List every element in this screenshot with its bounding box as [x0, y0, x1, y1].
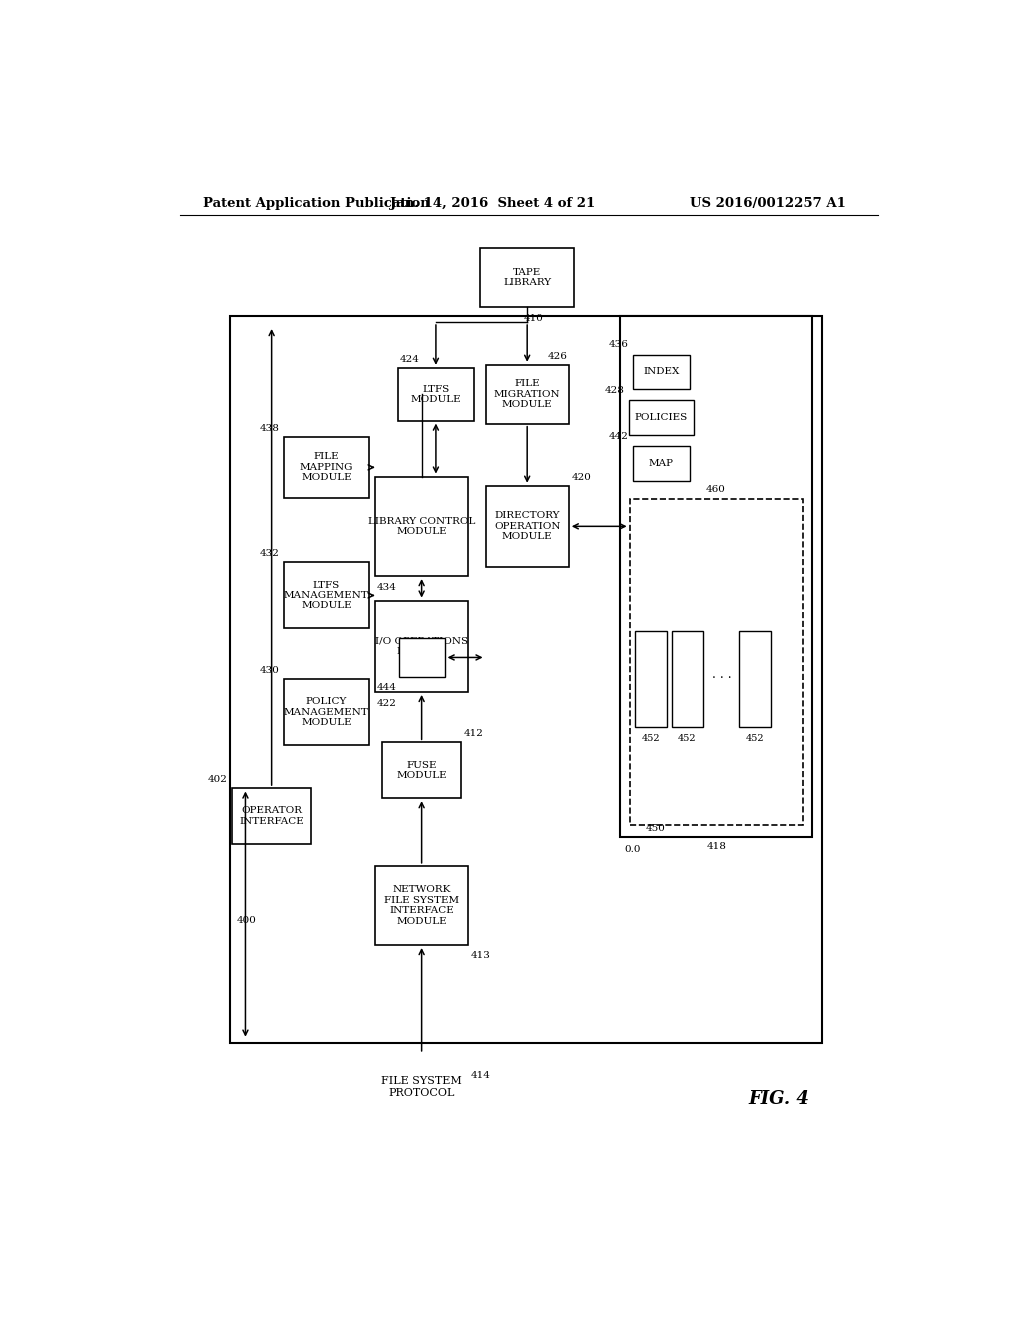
Text: 428: 428: [605, 387, 625, 395]
Text: 0.0: 0.0: [624, 846, 640, 854]
Text: 413: 413: [471, 952, 490, 960]
Text: 460: 460: [707, 484, 726, 494]
Bar: [398, 368, 474, 421]
Text: 426: 426: [548, 351, 567, 360]
Bar: [284, 680, 370, 746]
Bar: [232, 788, 311, 843]
Text: 400: 400: [237, 916, 257, 925]
Text: FILE
MIGRATION
MODULE: FILE MIGRATION MODULE: [494, 379, 560, 409]
Text: 452: 452: [678, 734, 696, 743]
Text: POLICIES: POLICIES: [635, 413, 688, 422]
Text: DIRECTORY
OPERATION
MODULE: DIRECTORY OPERATION MODULE: [494, 511, 560, 541]
Text: 412: 412: [464, 729, 483, 738]
Text: 410: 410: [523, 314, 543, 323]
Bar: [375, 601, 468, 692]
Bar: [630, 499, 803, 825]
Text: FUSE
MODULE: FUSE MODULE: [396, 760, 446, 780]
Text: US 2016/0012257 A1: US 2016/0012257 A1: [690, 197, 846, 210]
Text: 444: 444: [377, 682, 396, 692]
Bar: [375, 866, 468, 945]
Text: 452: 452: [642, 734, 660, 743]
Bar: [633, 355, 690, 389]
Text: 438: 438: [260, 424, 280, 433]
Bar: [620, 315, 812, 837]
Bar: [284, 437, 370, 498]
Text: 452: 452: [745, 734, 764, 743]
Text: 422: 422: [377, 700, 396, 708]
Text: LTFS
MODULE: LTFS MODULE: [411, 384, 461, 404]
Text: OPERATOR
INTERFACE: OPERATOR INTERFACE: [240, 807, 304, 826]
Text: 436: 436: [609, 341, 629, 350]
Text: 420: 420: [571, 473, 591, 482]
Text: FIG. 4: FIG. 4: [749, 1089, 809, 1107]
Text: 418: 418: [707, 842, 727, 851]
Text: Patent Application Publication: Patent Application Publication: [204, 197, 430, 210]
Text: FILE
MAPPING
MODULE: FILE MAPPING MODULE: [300, 453, 353, 482]
Text: TAPE
LIBRARY: TAPE LIBRARY: [503, 268, 551, 286]
Bar: [633, 446, 690, 480]
Bar: [485, 364, 569, 424]
Text: FILE SYSTEM
PROTOCOL: FILE SYSTEM PROTOCOL: [381, 1076, 462, 1098]
Text: 442: 442: [609, 432, 629, 441]
Bar: [398, 638, 444, 677]
Text: 402: 402: [208, 775, 228, 784]
Text: · · ·: · · ·: [712, 672, 731, 685]
Bar: [229, 315, 822, 1043]
Bar: [375, 477, 468, 576]
Text: Jan. 14, 2016  Sheet 4 of 21: Jan. 14, 2016 Sheet 4 of 21: [390, 197, 596, 210]
Bar: [672, 631, 703, 727]
Text: 432: 432: [260, 549, 280, 558]
Text: 424: 424: [399, 355, 420, 364]
Text: 434: 434: [377, 583, 396, 593]
Text: LTFS
MANAGEMENT
MODULE: LTFS MANAGEMENT MODULE: [284, 581, 369, 610]
Text: 414: 414: [471, 1071, 490, 1080]
Text: INDEX: INDEX: [643, 367, 680, 376]
Text: NETWORK
FILE SYSTEM
INTERFACE
MODULE: NETWORK FILE SYSTEM INTERFACE MODULE: [384, 886, 459, 925]
Bar: [739, 631, 771, 727]
Text: 450: 450: [646, 824, 666, 833]
Text: LIBRARY CONTROL
MODULE: LIBRARY CONTROL MODULE: [368, 516, 475, 536]
Text: MAP: MAP: [649, 459, 674, 467]
Text: I/O OPERATIONS
MODULE: I/O OPERATIONS MODULE: [375, 636, 468, 656]
Text: POLICY
MANAGEMENT
MODULE: POLICY MANAGEMENT MODULE: [284, 697, 369, 727]
Text: 430: 430: [260, 667, 280, 676]
Bar: [480, 248, 574, 306]
Bar: [382, 742, 461, 799]
Bar: [635, 631, 667, 727]
Bar: [629, 400, 694, 434]
Bar: [284, 562, 370, 628]
Bar: [485, 486, 569, 568]
